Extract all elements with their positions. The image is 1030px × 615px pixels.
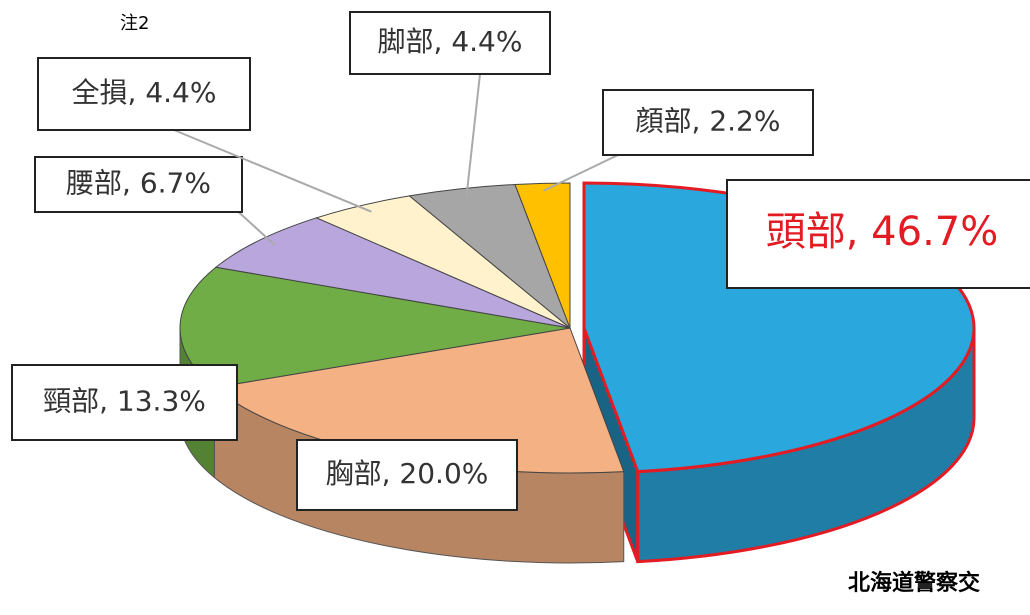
data-label: 頸部, 13.3% [43,385,206,418]
note: 注2 [120,13,149,34]
data-label: 腰部, 6.7% [66,167,211,200]
source: 北海道警察交 [848,570,980,596]
data-label: 胸部, 20.0% [326,457,489,490]
page: {"note": "注2", "source": "北海道警察交", "char… [0,0,1030,615]
data-label: 脚部, 4.4% [378,25,523,58]
chart: 注2 北海道警察交 頭部, 46.7% 胸部, 20.0% 頸部, 13.3% 腰部,… [0,0,1030,615]
leader-line [467,74,480,196]
leader-line [239,212,275,245]
data-label: 顔部, 2.2% [636,105,781,138]
data-label: 頭部, 46.7% [766,209,999,255]
data-label: 全損, 4.4% [72,76,217,109]
